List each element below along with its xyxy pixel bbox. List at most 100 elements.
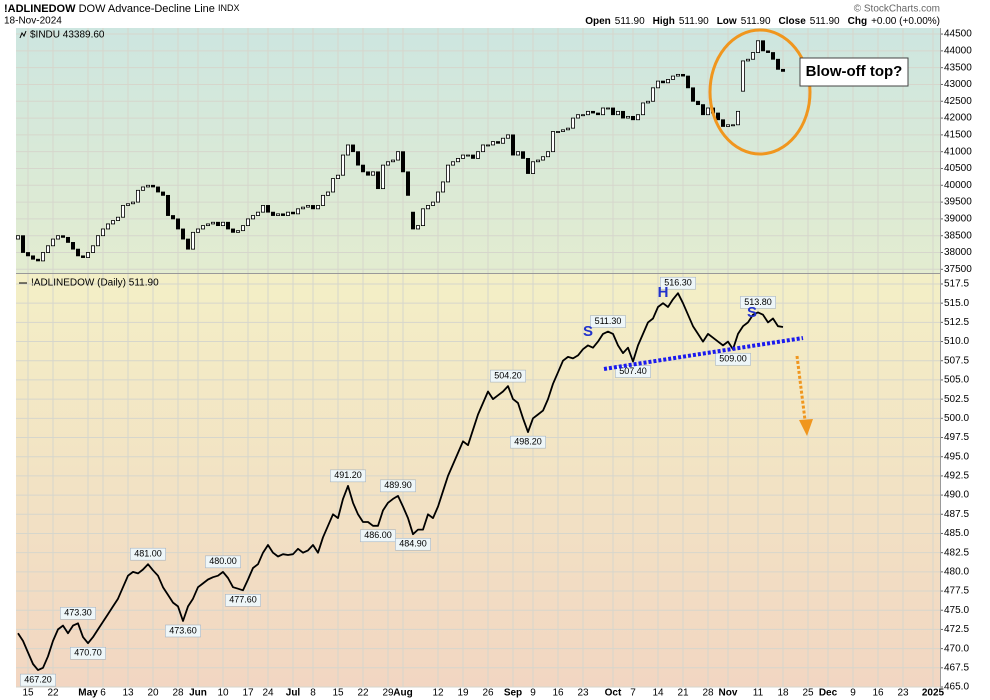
candle	[410, 211, 415, 230]
candle	[140, 186, 145, 191]
x-tick-label: May	[78, 688, 98, 699]
data-label: 467.20	[24, 674, 52, 684]
candle	[310, 205, 315, 210]
candle	[245, 218, 250, 227]
candle	[751, 52, 756, 60]
candle	[736, 110, 741, 126]
x-tick-label: 22	[357, 688, 369, 699]
pattern-label: H	[658, 284, 669, 301]
candle	[355, 151, 360, 166]
x-tick-label: 26	[482, 688, 494, 699]
candle	[46, 245, 51, 253]
candle	[531, 161, 536, 174]
candle	[571, 117, 576, 129]
label-bg	[205, 555, 241, 569]
candle	[455, 157, 460, 163]
y-tick-label: 41500	[944, 130, 972, 141]
description: DOW Advance-Decline Line	[79, 3, 215, 15]
candle	[385, 161, 390, 166]
candle	[96, 235, 101, 247]
y-tick-label: 37500	[944, 264, 972, 275]
y-tick-label: 477.5	[944, 586, 969, 597]
candle	[106, 223, 111, 230]
candle	[56, 235, 61, 240]
candle	[235, 230, 240, 233]
candle	[41, 252, 46, 262]
x-tick-label: Jun	[189, 688, 207, 699]
label-bg	[380, 479, 416, 493]
candle	[546, 151, 551, 158]
candle	[375, 171, 380, 190]
x-tick-label: 17	[242, 688, 254, 699]
label-bg	[740, 296, 776, 309]
exchange: INDX	[218, 3, 240, 13]
candle	[430, 201, 435, 206]
candle	[686, 75, 691, 89]
candle	[606, 107, 611, 110]
data-label: 513.80	[744, 297, 772, 307]
candle	[300, 206, 305, 210]
x-tick-label: 21	[677, 688, 689, 699]
candle	[591, 110, 596, 114]
y-tick-label: 38500	[944, 230, 972, 241]
legend-bottom: !ADLINEDOW (Daily) 511.90	[19, 278, 159, 289]
candle	[340, 154, 345, 176]
candle	[440, 181, 445, 193]
candle	[315, 205, 320, 210]
candle	[91, 245, 96, 253]
candle	[776, 58, 781, 70]
y-tick-label: 40000	[944, 180, 972, 191]
candle	[671, 75, 676, 80]
y-tick-label: 517.5	[944, 279, 969, 290]
x-tick-label: 25	[802, 688, 814, 699]
x-tick-label: Jul	[286, 688, 301, 699]
marks: 467.20 473.30 470.70 481.00 473.60 480.00 477.…	[15, 40, 786, 687]
candle	[681, 73, 686, 77]
candle	[265, 205, 270, 213]
label-bg	[510, 435, 546, 449]
candle	[101, 228, 106, 237]
candle	[155, 186, 160, 193]
data-label: 473.60	[169, 625, 197, 635]
candle	[435, 191, 440, 203]
candle	[240, 225, 245, 232]
data-label: 473.30	[64, 608, 92, 618]
y-tick-label: 472.5	[944, 624, 969, 635]
candle	[480, 144, 485, 153]
candle	[360, 164, 365, 173]
candle	[505, 134, 510, 139]
x-tick-label: 8	[310, 688, 316, 699]
quote-label: Open	[585, 16, 611, 27]
candle	[691, 87, 696, 102]
candle	[636, 114, 641, 121]
candle	[521, 151, 526, 159]
x-tick-label: 23	[577, 688, 589, 699]
y-tick-label: 470.0	[944, 643, 969, 654]
x-tick-label: 14	[652, 688, 664, 699]
y-tick-label: 39000	[944, 214, 972, 225]
candle	[111, 220, 116, 225]
candle	[205, 223, 210, 227]
candle	[706, 107, 711, 116]
x-tick-label: 9	[850, 688, 856, 699]
candle	[400, 151, 405, 173]
y-tick-label: 510.0	[944, 336, 969, 347]
quote-label: High	[653, 16, 675, 27]
candle	[250, 215, 255, 220]
label-bg	[225, 594, 261, 607]
copyright: © StockCharts.com	[854, 4, 940, 15]
legend-icon	[19, 30, 27, 39]
candle	[81, 255, 86, 258]
quote-value: 511.90	[810, 16, 840, 27]
data-label: 477.60	[229, 595, 257, 605]
data-label: 489.90	[384, 480, 412, 490]
header-title: !ADLINEDOW DOW Advance-Decline Line INDX	[4, 3, 239, 15]
label-bg	[330, 469, 366, 483]
candle	[380, 164, 385, 190]
candle	[661, 80, 666, 84]
candle	[726, 124, 731, 127]
candle	[445, 164, 450, 183]
candle	[766, 50, 771, 53]
legend: $INDU 43389.60	[30, 30, 105, 41]
